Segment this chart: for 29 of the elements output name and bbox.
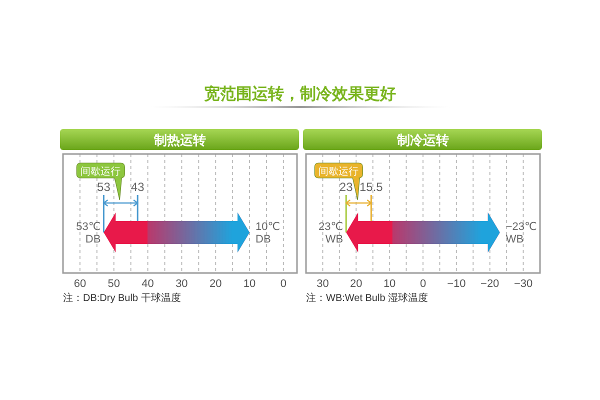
text: 宽范围运转，制冷效果更好 (204, 84, 396, 103)
x-tick-label: −20 (480, 278, 500, 290)
annotation: 10℃ DB (256, 221, 280, 246)
ref-line-label: 53 (97, 180, 111, 194)
x-tick-label: 50 (108, 278, 120, 290)
chart-title: 制冷运转 (396, 132, 449, 148)
x-tick-label: 60 (74, 278, 86, 290)
x-tick-label: 30 (316, 278, 329, 290)
x-tick-label: 10 (243, 278, 256, 290)
annotation: −23℃ WB (506, 221, 537, 246)
annotation: 间歇运行 (318, 166, 359, 178)
annotation: 间歇运行 (80, 166, 121, 178)
x-tick-label: 0 (420, 278, 426, 290)
x-tick-label: 30 (176, 278, 188, 290)
x-tick-label: 40 (142, 278, 154, 290)
annotation: 53℃ DB (76, 221, 101, 246)
x-tick-label: −30 (514, 278, 533, 290)
annotation: 23℃ WB (318, 221, 344, 246)
ref-line-label: 15.5 (360, 180, 384, 194)
chart-title: 制热运转 (153, 132, 206, 148)
x-tick-label: 0 (280, 278, 286, 290)
text: 注：WB:Wet Bulb 湿球温度 (306, 292, 428, 304)
x-tick-label: 20 (209, 278, 222, 290)
text: 注：DB:Dry Bulb 干球温度 (63, 292, 181, 304)
x-tick-label: 10 (383, 278, 396, 290)
x-tick-label: 20 (350, 278, 362, 290)
x-tick-label: −10 (447, 278, 466, 290)
ref-line-label: 23 (339, 180, 354, 194)
ref-line-label: 43 (130, 180, 145, 194)
